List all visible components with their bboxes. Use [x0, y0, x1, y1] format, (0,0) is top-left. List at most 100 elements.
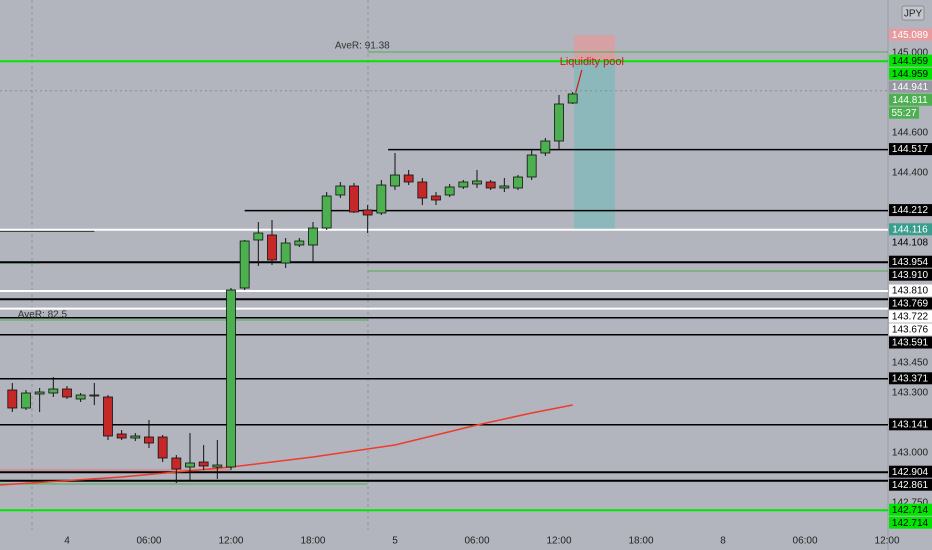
- price-label: 144.212: [892, 205, 929, 216]
- price-label: 144.108: [892, 237, 929, 248]
- price-label: 142.714: [892, 505, 929, 516]
- annotation: AveR: 91.38: [335, 41, 390, 52]
- candle-body: [89, 394, 100, 397]
- candle-body: [212, 464, 223, 468]
- price-label-box: [889, 80, 932, 93]
- candle-body: [294, 240, 305, 246]
- countdown: 55:27: [891, 108, 916, 119]
- countdown-box: [889, 106, 919, 119]
- price-label-box: [889, 310, 932, 323]
- candle-body: [308, 227, 318, 246]
- candle-body: [431, 195, 441, 201]
- candle-body: [62, 388, 72, 398]
- position-stop-zone: [574, 35, 616, 62]
- candle-body: [103, 396, 113, 437]
- candle-body: [21, 392, 31, 409]
- price-label-box: [889, 336, 932, 349]
- price-label-box: [889, 297, 932, 310]
- price-label-box: [889, 503, 932, 516]
- price-label-box: [889, 255, 932, 268]
- candle-body: [417, 181, 428, 199]
- price-label: 142.861: [892, 480, 929, 491]
- x-tick-label: 12:00: [218, 536, 243, 547]
- currency-label: JPY: [904, 9, 923, 20]
- candle-body: [116, 433, 127, 439]
- candle-body: [376, 184, 387, 214]
- price-label-box: [889, 54, 932, 67]
- candle-body: [280, 242, 291, 264]
- price-label-box: [889, 516, 932, 529]
- candle-body: [513, 176, 523, 189]
- price-label-box: [889, 223, 932, 236]
- price-label: 143.954: [892, 257, 929, 268]
- x-tick-label: 18:00: [300, 536, 325, 547]
- y-tick-label: 143.450: [892, 358, 929, 369]
- candle-body: [362, 209, 373, 216]
- candle-body: [226, 289, 236, 468]
- price-label: 142.714: [892, 518, 929, 529]
- price-label: 144.116: [892, 224, 928, 235]
- x-tick-label: 18:00: [629, 536, 654, 547]
- y-tick-label: 143.300: [892, 388, 929, 399]
- price-label: 144.959: [892, 69, 929, 80]
- candle-body: [34, 391, 45, 395]
- price-label: 143.371: [892, 373, 929, 384]
- candle-body: [472, 180, 482, 185]
- candle-body: [485, 181, 496, 189]
- candle-body: [7, 389, 18, 409]
- currency-box: [901, 5, 925, 21]
- price-label-box: [889, 418, 932, 431]
- x-tick-label: 06:00: [136, 536, 161, 547]
- position-target-zone: [574, 61, 616, 230]
- price-label: 143.769: [892, 299, 929, 310]
- candle-body: [157, 436, 168, 459]
- candle-body: [48, 388, 59, 394]
- y-tick-label: 144.600: [892, 128, 929, 139]
- price-label: 142.904: [892, 467, 929, 478]
- candle-body: [267, 234, 277, 261]
- y-tick-label: 145.000: [892, 48, 929, 59]
- price-label-box: [889, 204, 932, 217]
- candle-body: [144, 436, 154, 444]
- x-tick-label: 12:00: [546, 536, 571, 547]
- price-label: 143.810: [892, 286, 929, 297]
- x-tick-label: 4: [64, 536, 70, 547]
- candle-body: [567, 93, 578, 104]
- price-label: 144.959: [892, 56, 929, 67]
- candle-body: [554, 103, 564, 142]
- price-label-box: [889, 478, 932, 491]
- x-tick-label: 06:00: [793, 536, 818, 547]
- y-tick-label: 142.750: [892, 498, 929, 509]
- annotation: AveR: 82.5: [18, 310, 68, 321]
- y-tick-label: 143.000: [892, 448, 929, 459]
- moving-average: [0, 404, 573, 486]
- candle-body: [335, 185, 346, 196]
- price-label: 143.676: [892, 325, 929, 336]
- candle-body: [171, 457, 182, 470]
- price-label-box: [889, 268, 932, 281]
- y-tick-label: 144.400: [892, 168, 929, 179]
- candle-body: [526, 154, 537, 178]
- candle-body: [130, 435, 141, 439]
- price-label-box: [889, 284, 932, 297]
- x-tick-label: 12:00: [875, 536, 900, 547]
- candle-body: [390, 174, 400, 187]
- candle-body: [321, 195, 332, 229]
- candle-body: [403, 174, 414, 183]
- price-label-box: [889, 323, 932, 336]
- price-label-box: [889, 93, 932, 106]
- candle-body: [499, 185, 510, 189]
- candle-body: [253, 232, 264, 241]
- price-label: 144.811: [892, 95, 928, 106]
- candle-body: [349, 185, 359, 213]
- x-tick-label: 06:00: [464, 536, 489, 547]
- price-label-box: [889, 465, 932, 478]
- price-label: 143.141: [892, 419, 929, 430]
- candle-body: [239, 240, 250, 289]
- price-label: 143.591: [892, 338, 929, 349]
- candle-body: [198, 461, 209, 467]
- price-label-box: [889, 28, 932, 41]
